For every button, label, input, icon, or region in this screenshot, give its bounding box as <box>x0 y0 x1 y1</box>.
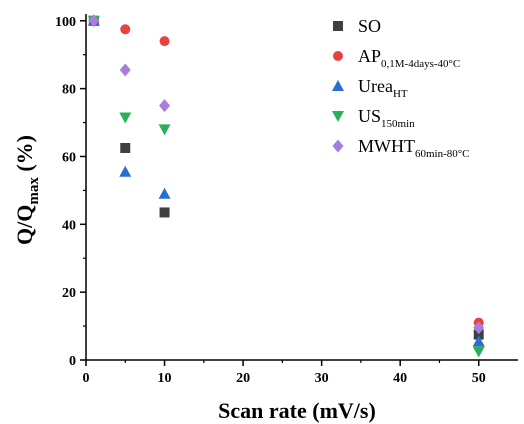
data-point-ap <box>120 24 131 35</box>
y-axis-title: Q/Qmax (%) <box>12 135 42 245</box>
legend-label: US150min <box>358 106 415 130</box>
x-tick-label: 40 <box>393 371 407 386</box>
data-point-so <box>473 329 484 340</box>
data-point-ap <box>159 36 170 47</box>
legend-marker <box>332 139 344 153</box>
y-tick-label: 20 <box>62 286 76 301</box>
chart-ticks: 0 10 20 30 40 50 0 20 40 60 80 100 <box>55 15 486 386</box>
data-point-us <box>119 112 132 124</box>
y-tick-label: 60 <box>62 150 76 165</box>
data-point-us <box>472 346 485 358</box>
legend-label: SO <box>358 16 381 36</box>
legend-label: AP0,1M-4days-40°C <box>358 46 460 70</box>
data-point-so <box>159 207 170 218</box>
y-tick-label: 100 <box>55 15 76 30</box>
chart-points <box>87 14 485 358</box>
data-point-mwht <box>88 14 100 28</box>
data-point-urea <box>158 187 171 199</box>
x-tick-label: 30 <box>315 371 329 386</box>
x-tick-label: 10 <box>158 371 172 386</box>
data-point-mwht <box>473 321 485 335</box>
legend-item: AP0,1M-4days-40°C <box>333 46 460 70</box>
y-tick-label: 80 <box>62 83 76 98</box>
legend-marker <box>333 51 343 61</box>
y-axis-title-unit: (%) <box>12 135 37 177</box>
data-point-so <box>120 142 131 153</box>
legend-item: MWHT60min-80°C <box>332 136 470 160</box>
x-axis-title: Scan rate (mV/s) <box>218 398 376 423</box>
y-tick-label: 40 <box>62 218 76 233</box>
chart-legend: SO AP0,1M-4days-40°C UreaHT US150min MWHT60m… <box>332 16 470 160</box>
legend-marker <box>332 80 344 91</box>
legend-item: SO <box>333 16 381 36</box>
data-point-urea <box>119 165 132 177</box>
y-axis-title-sub: max <box>26 177 42 205</box>
legend-marker <box>332 111 344 122</box>
data-point-us <box>158 124 171 136</box>
legend-marker <box>333 21 343 31</box>
y-axis-title-main: Q/Q <box>12 205 37 245</box>
x-tick-label: 50 <box>472 371 486 386</box>
x-tick-label: 20 <box>236 371 250 386</box>
legend-item: US150min <box>332 106 415 130</box>
legend-label: MWHT60min-80°C <box>358 136 470 160</box>
data-point-mwht <box>119 63 131 77</box>
x-tick-label: 0 <box>83 371 90 386</box>
y-tick-label: 0 <box>69 354 76 369</box>
legend-label: UreaHT <box>358 76 408 100</box>
data-point-urea <box>472 335 485 347</box>
data-point-mwht <box>159 99 171 113</box>
legend-item: UreaHT <box>332 76 408 100</box>
chart-axes <box>85 14 518 361</box>
